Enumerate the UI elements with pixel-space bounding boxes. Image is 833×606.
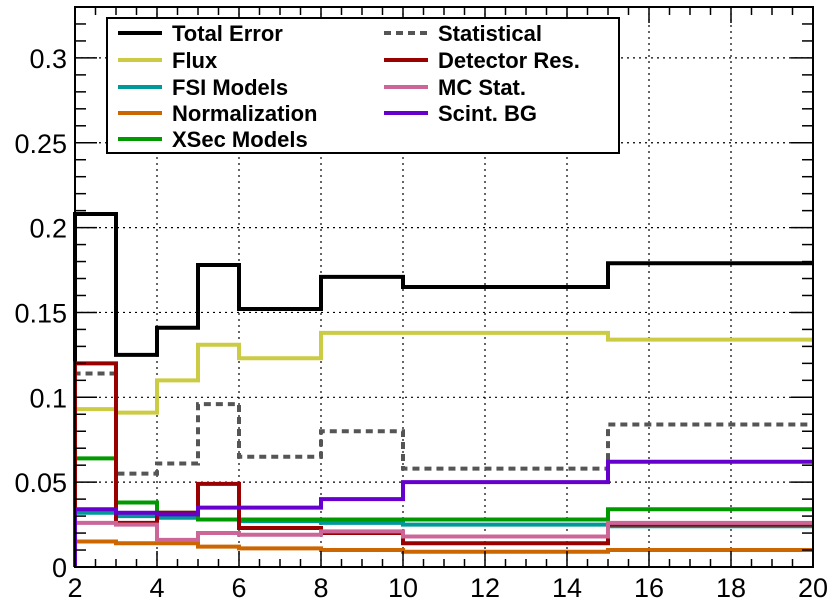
x-tick-label: 6 xyxy=(231,573,246,603)
legend-label: Flux xyxy=(172,48,218,73)
x-tick-label: 20 xyxy=(798,573,828,603)
series-line xyxy=(73,212,813,567)
x-tick-label: 18 xyxy=(716,573,746,603)
series-line xyxy=(73,520,813,567)
y-tick-label: 0.1 xyxy=(29,383,67,413)
x-tick-label: 16 xyxy=(634,573,664,603)
y-tick-label: 0.25 xyxy=(14,129,67,159)
y-tick-label: 0.15 xyxy=(14,298,67,328)
legend-label: Detector Res. xyxy=(438,48,580,73)
x-tick-label: 14 xyxy=(552,573,582,603)
x-tick-label: 4 xyxy=(149,573,164,603)
y-tick-label: 0.05 xyxy=(14,468,67,498)
x-tick-label: 8 xyxy=(313,573,328,603)
legend-label: Scint. BG xyxy=(438,101,537,126)
legend-box xyxy=(106,17,620,154)
axes: 2 4 6 8 10 12 14 16 18 20 0 0.05 0.1 0.15 0.2 0.25 0.3 xyxy=(14,6,828,603)
y-tick-label: 0.2 xyxy=(29,214,67,244)
legend-label: MC Stat. xyxy=(438,75,526,100)
legend-label: Normalization xyxy=(172,101,317,126)
legend-label: XSec Models xyxy=(172,127,308,152)
x-tick-label: 12 xyxy=(470,573,500,603)
legend-label: Statistical xyxy=(438,21,542,46)
y-tick-label: 0.3 xyxy=(29,44,67,74)
x-tick-label: 2 xyxy=(67,573,82,603)
y-tick-label: 0 xyxy=(52,553,67,583)
series-lines xyxy=(73,212,813,567)
series-line xyxy=(73,361,813,567)
series-line xyxy=(73,539,813,567)
x-tick-label: 10 xyxy=(388,573,418,603)
legend-label: FSI Models xyxy=(172,75,288,100)
series-line xyxy=(73,459,813,567)
legend-label: Total Error xyxy=(172,21,283,46)
series-line xyxy=(73,330,813,567)
